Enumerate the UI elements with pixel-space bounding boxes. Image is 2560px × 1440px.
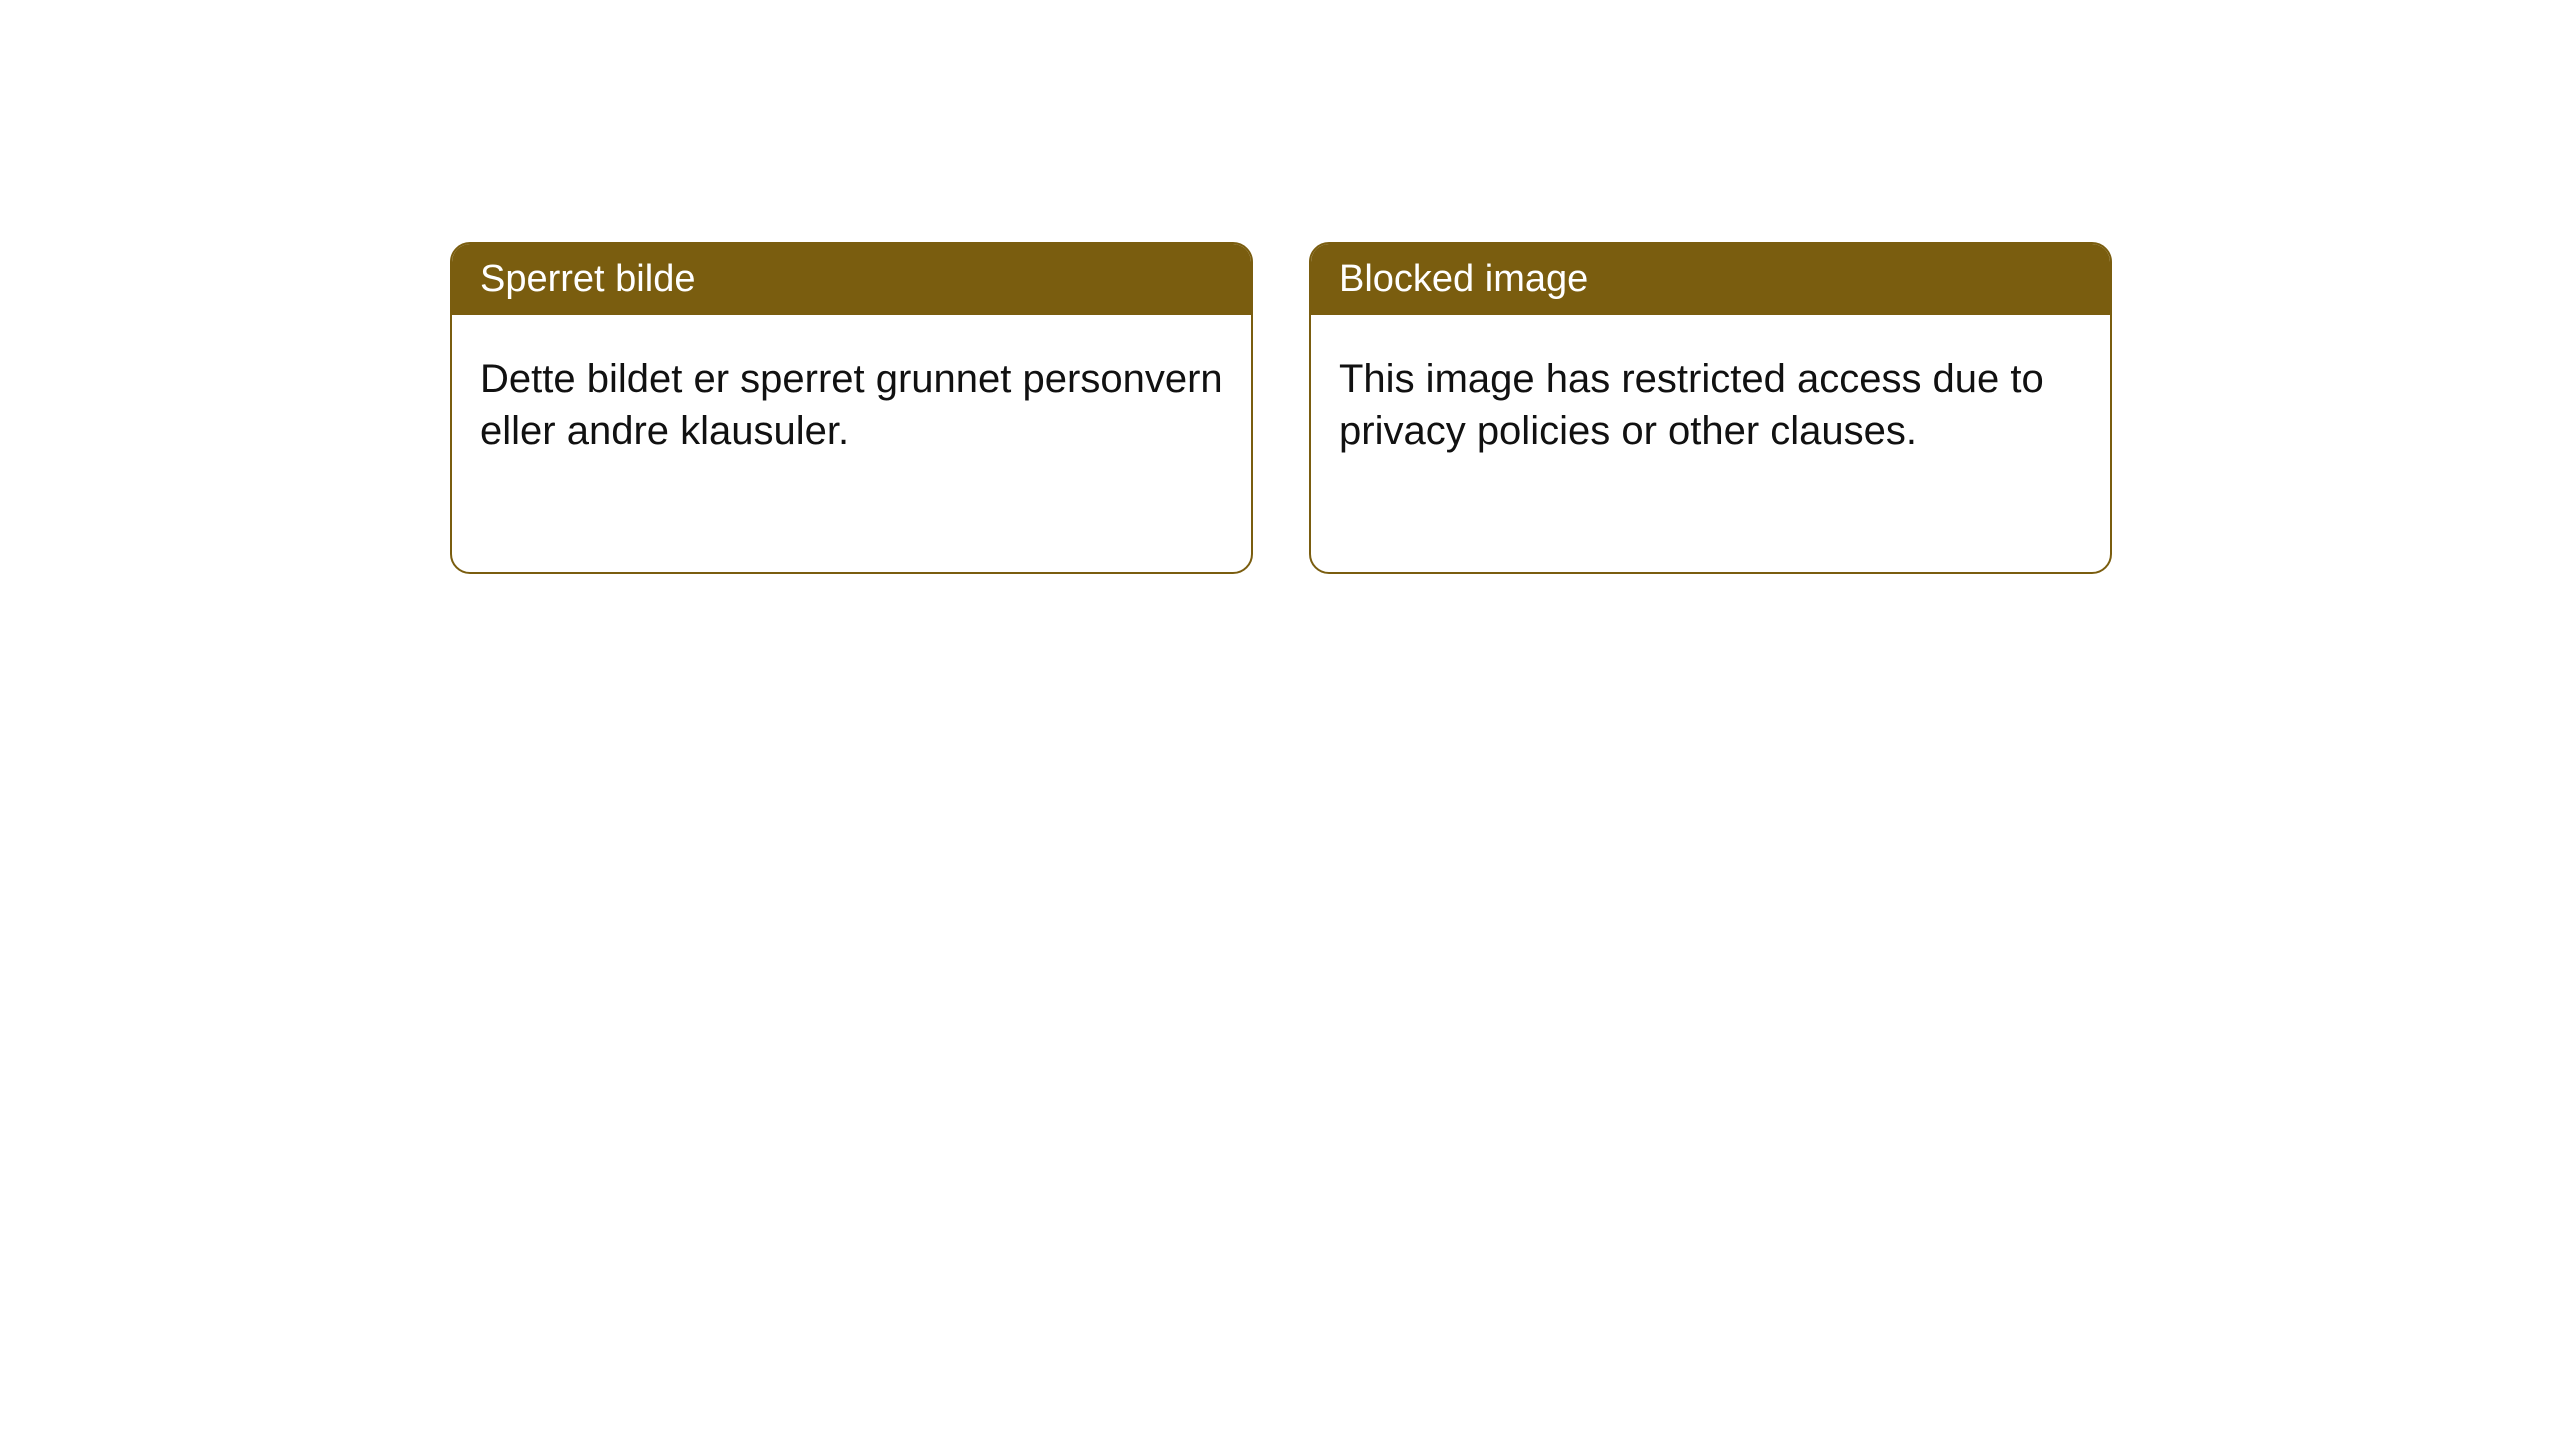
card-body-no: Dette bildet er sperret grunnet personve… <box>452 315 1251 495</box>
card-header-en: Blocked image <box>1311 244 2110 315</box>
blocked-image-card-en: Blocked image This image has restricted … <box>1309 242 2112 574</box>
notice-container: Sperret bilde Dette bildet er sperret gr… <box>0 0 2560 574</box>
blocked-image-card-no: Sperret bilde Dette bildet er sperret gr… <box>450 242 1253 574</box>
card-header-no: Sperret bilde <box>452 244 1251 315</box>
card-body-en: This image has restricted access due to … <box>1311 315 2110 495</box>
